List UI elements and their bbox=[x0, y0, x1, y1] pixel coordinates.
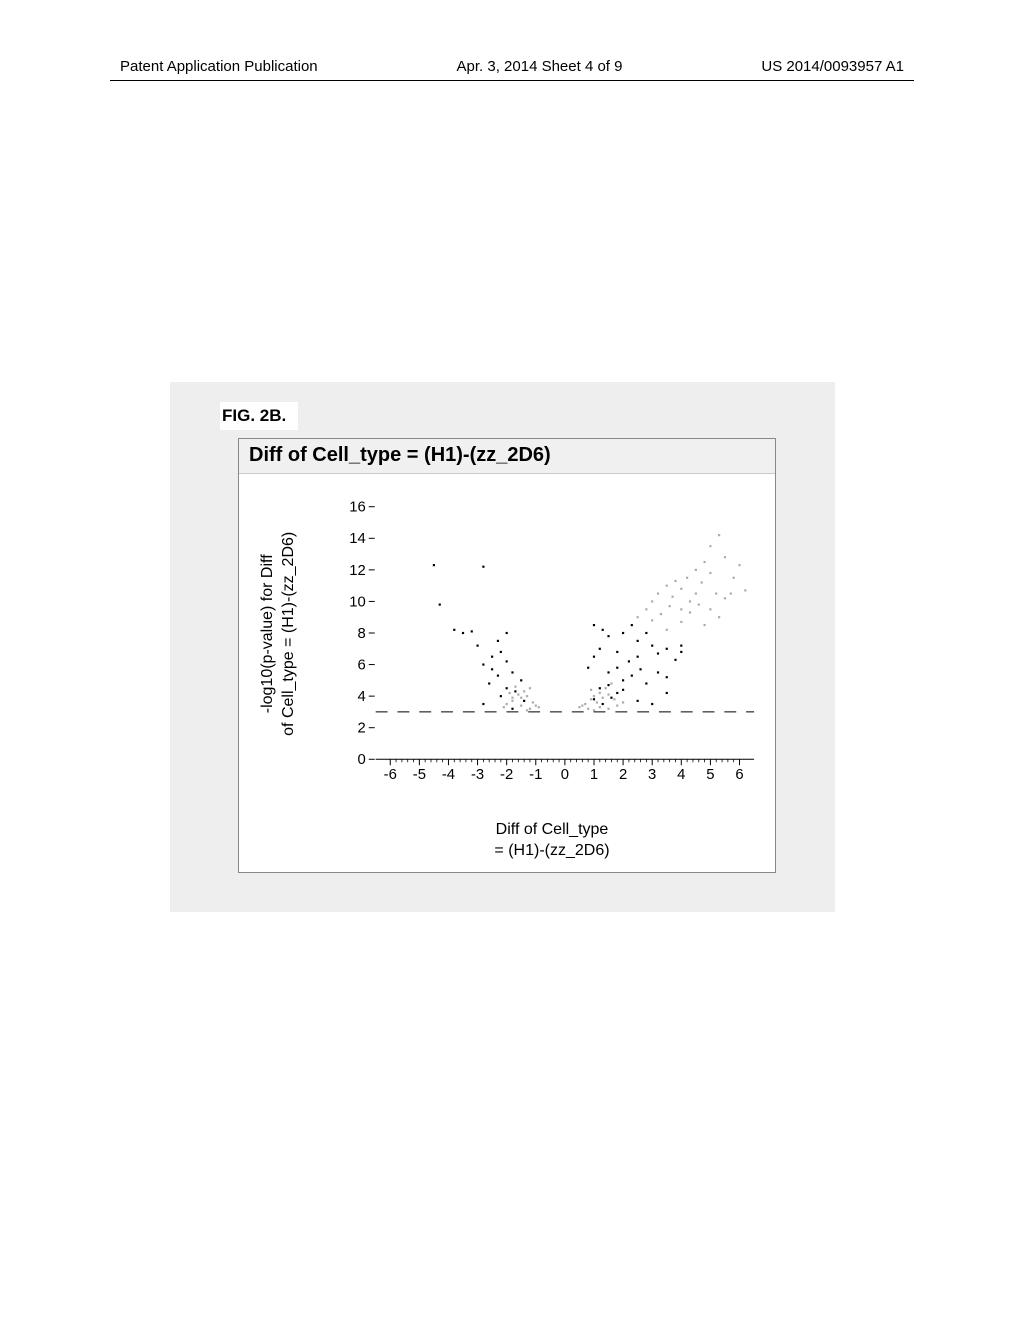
svg-text:1: 1 bbox=[590, 767, 598, 783]
x-axis-label-container: Diff of Cell_type = (H1)-(zz_2D6) bbox=[344, 820, 760, 862]
svg-text:-4: -4 bbox=[442, 767, 455, 783]
svg-text:14: 14 bbox=[349, 531, 366, 547]
chart-container: Diff of Cell_type = (H1)-(zz_2D6) -log10… bbox=[238, 438, 776, 873]
svg-text:0: 0 bbox=[358, 752, 366, 768]
x-label-line1: Diff of Cell_type bbox=[496, 821, 609, 838]
svg-text:-5: -5 bbox=[413, 767, 426, 783]
svg-text:8: 8 bbox=[358, 626, 366, 642]
scatter-plot-svg: 0246810121416-6-5-4-3-2-10123456 bbox=[344, 485, 760, 787]
figure-content-area: FIG. 2B. Diff of Cell_type = (H1)-(zz_2D… bbox=[170, 382, 835, 912]
svg-text:10: 10 bbox=[349, 594, 366, 610]
svg-text:12: 12 bbox=[349, 563, 366, 579]
header-date-sheet: Apr. 3, 2014 Sheet 4 of 9 bbox=[457, 58, 623, 75]
plot-box: 0246810121416-6-5-4-3-2-10123456 bbox=[344, 485, 760, 787]
y-label-line1: -log10(p-value) for Diff bbox=[259, 554, 276, 713]
plot-region: -log10(p-value) for Diff of Cell_type = … bbox=[239, 475, 775, 872]
header-publication: Patent Application Publication bbox=[120, 58, 318, 75]
chart-title: Diff of Cell_type = (H1)-(zz_2D6) bbox=[239, 439, 775, 474]
svg-text:0: 0 bbox=[561, 767, 569, 783]
svg-text:16: 16 bbox=[349, 500, 366, 516]
header-patent-number: US 2014/0093957 A1 bbox=[761, 58, 904, 75]
x-label-line2: = (H1)-(zz_2D6) bbox=[494, 842, 609, 859]
svg-text:4: 4 bbox=[358, 689, 366, 705]
figure-label: FIG. 2B. bbox=[220, 402, 298, 430]
y-axis-label-container: -log10(p-value) for Diff of Cell_type = … bbox=[251, 475, 307, 792]
svg-text:-1: -1 bbox=[529, 767, 542, 783]
svg-text:6: 6 bbox=[358, 658, 366, 674]
svg-text:-2: -2 bbox=[500, 767, 513, 783]
svg-text:6: 6 bbox=[735, 767, 743, 783]
y-label-line2: of Cell_type = (H1)-(zz_2D6) bbox=[280, 531, 297, 735]
header-divider bbox=[110, 80, 914, 81]
svg-text:5: 5 bbox=[706, 767, 714, 783]
svg-text:-6: -6 bbox=[384, 767, 397, 783]
svg-text:4: 4 bbox=[677, 767, 685, 783]
svg-text:3: 3 bbox=[648, 767, 656, 783]
svg-text:2: 2 bbox=[358, 721, 366, 737]
svg-text:2: 2 bbox=[619, 767, 627, 783]
svg-text:-3: -3 bbox=[471, 767, 484, 783]
y-axis-label: -log10(p-value) for Diff of Cell_type = … bbox=[258, 531, 300, 735]
